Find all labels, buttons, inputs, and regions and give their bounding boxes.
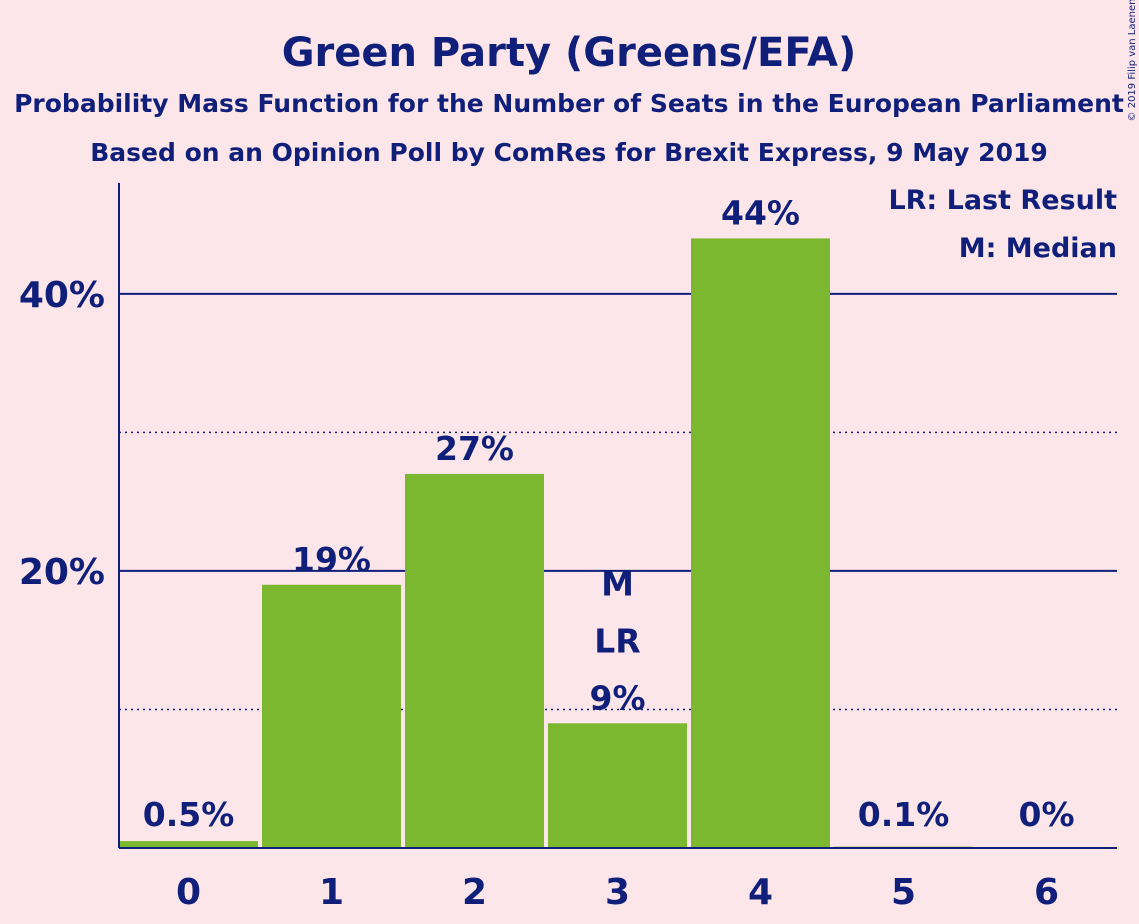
copyright-notice: © 2019 Filip van Laenen: [1127, 0, 1138, 121]
y-tick-label: 20%: [19, 552, 105, 593]
value-label-seats-0: 0.5%: [143, 795, 235, 834]
value-label-seats-2: 27%: [435, 429, 514, 468]
legend-last-result: LR: Last Result: [888, 185, 1117, 216]
x-tick-label: 4: [748, 872, 773, 913]
chart-subtitle-source: Based on an Opinion Poll by ComRes for B…: [90, 138, 1048, 167]
chart-title: Green Party (Greens/EFA): [282, 30, 857, 76]
grid-layer: [119, 292, 1117, 711]
value-label-seats-5: 0.1%: [858, 795, 950, 834]
value-label-seats-6: 0%: [1018, 795, 1074, 834]
x-tick-label: 2: [462, 872, 487, 913]
chart-subtitle: Probability Mass Function for the Number…: [14, 89, 1124, 118]
labels-layer: 20% 40% 0 1 2 3 4 5 6 0.5% 19% 27% 9% LR M 44% 0.1% 0%: [19, 193, 1075, 913]
bar-seats-2: [405, 473, 544, 848]
bar-seats-0: [119, 841, 258, 848]
bar-seats-1: [262, 584, 401, 848]
value-label-seats-3: 9%: [589, 678, 645, 717]
value-label-seats-1: 19%: [292, 540, 371, 579]
x-tick-label: 1: [319, 872, 344, 913]
marker-last-result: LR: [594, 621, 640, 660]
bar-seats-4: [691, 238, 830, 848]
legend-median: M: Median: [959, 233, 1117, 264]
x-tick-label: 3: [605, 872, 630, 913]
x-tick-label: 0: [176, 872, 201, 913]
value-label-seats-4: 44%: [721, 193, 800, 232]
bars-layer: [119, 238, 973, 848]
x-tick-label: 6: [1034, 872, 1059, 913]
axis-layer: [118, 183, 1117, 849]
bar-seats-3: [548, 723, 687, 848]
y-tick-label: 40%: [19, 275, 105, 316]
x-tick-label: 5: [891, 872, 916, 913]
marker-median: M: [601, 564, 634, 603]
